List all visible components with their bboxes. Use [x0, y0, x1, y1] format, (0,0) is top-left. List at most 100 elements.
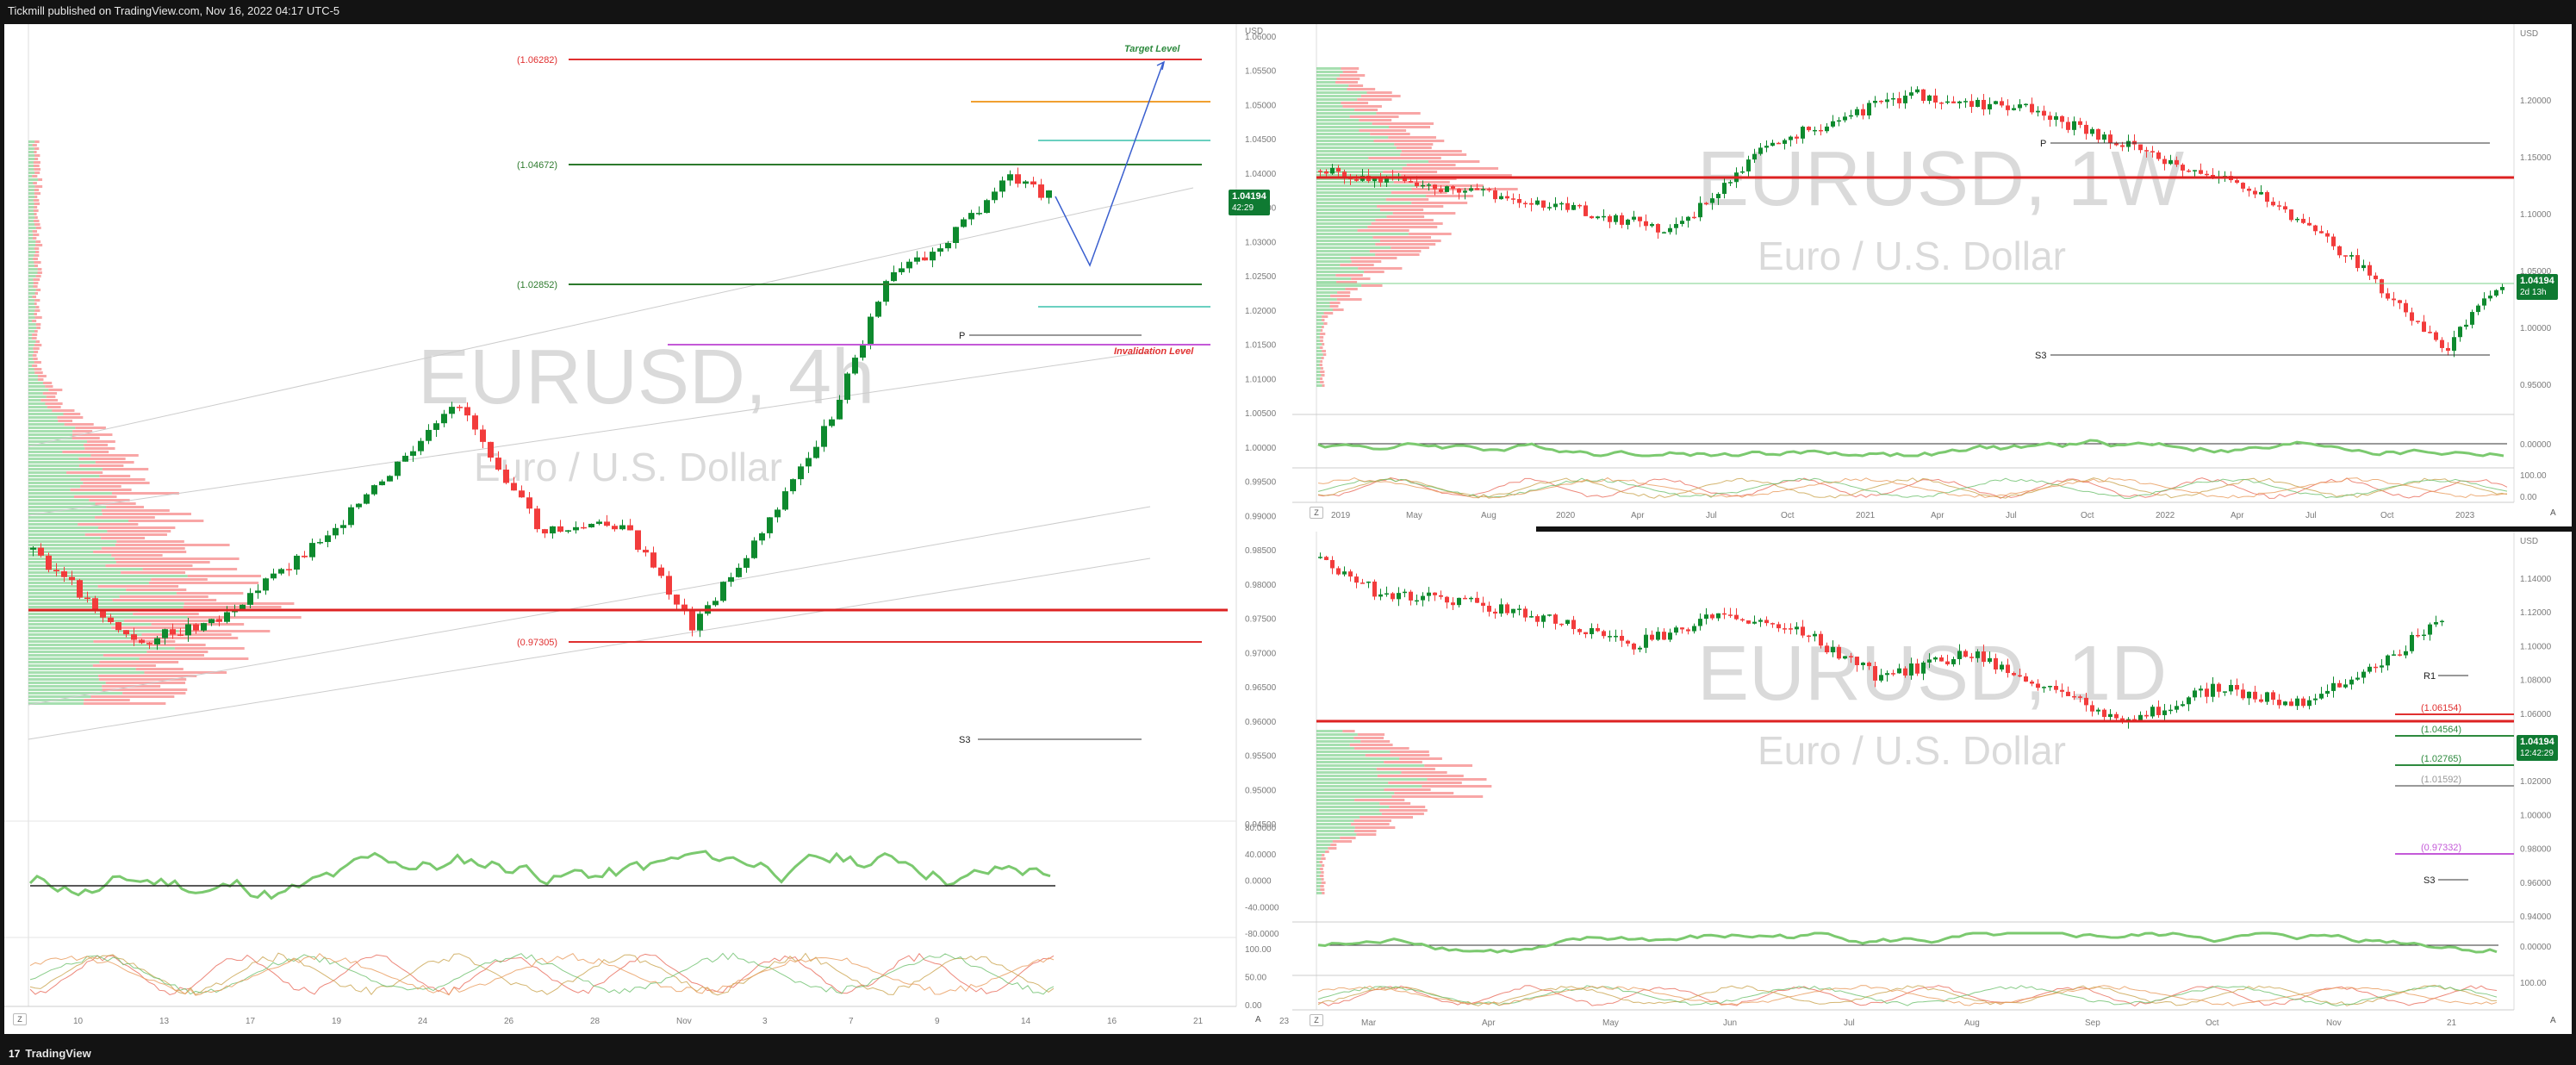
candle-body: [2138, 144, 2143, 151]
volume-profile-down: [34, 371, 43, 374]
candle-body: [697, 613, 703, 631]
candle-body: [1493, 190, 1497, 200]
auto-scale-button-1d[interactable]: A: [2550, 1016, 2556, 1025]
candle-body: [1801, 626, 1805, 636]
candle-body: [1644, 221, 1648, 227]
volume-profile-up: [1316, 212, 1393, 215]
chart-pane-1w[interactable]: EURUSD, 1W Euro / U.S. Dollar P S3 1.20000 1.…: [1292, 24, 2572, 526]
volume-profile-down: [1370, 133, 1410, 135]
volume-profile-down: [70, 489, 132, 491]
chart-canvas-1w[interactable]: EURUSD, 1W Euro / U.S. Dollar P S3 1.20000 1.…: [1292, 24, 2572, 526]
volume-profile-down: [1320, 885, 1324, 888]
volume-profile-up: [1316, 308, 1334, 311]
price-axis-label: 0.98000: [1245, 581, 1277, 590]
volume-profile-down: [34, 361, 41, 364]
candle-body: [1378, 594, 1383, 597]
candle-body: [1982, 99, 1986, 109]
volume-profile-down: [1375, 219, 1434, 221]
candle-body: [1662, 632, 1666, 640]
candle-body: [1626, 640, 1630, 644]
time-axis-label: Aug: [1964, 1018, 1980, 1028]
volume-profile-up: [1316, 364, 1320, 366]
volume-profile-up: [1316, 67, 1341, 70]
volume-profile-down: [33, 209, 39, 212]
volume-profile-up: [1316, 233, 1409, 235]
candle-body: [2096, 709, 2100, 712]
volume-profile-down: [144, 671, 227, 674]
candle-body: [1957, 101, 1962, 103]
candle-body: [813, 446, 819, 458]
candle-body: [53, 570, 59, 571]
candle-body: [2434, 332, 2438, 340]
candle-body: [1038, 184, 1044, 198]
volume-profile-down: [1322, 326, 1324, 328]
volume-profile-up: [28, 354, 33, 357]
candle-body: [1638, 216, 1642, 221]
volume-profile-up: [1316, 353, 1323, 356]
volume-profile-up: [1316, 730, 1343, 732]
candle-body: [1686, 629, 1690, 632]
volume-profile-up: [28, 309, 35, 312]
candle-body: [1632, 216, 1636, 220]
candle-body: [1897, 668, 1901, 674]
candle-body: [1372, 581, 1377, 597]
tradingview-brand[interactable]: 17 TradingView: [9, 1047, 91, 1060]
chart-canvas-1d[interactable]: EURUSD, 1D Euro / U.S. Dollar (1.06154) (1.…: [1292, 532, 2572, 1034]
candle-body: [2392, 298, 2396, 301]
candle-body: [216, 619, 222, 622]
zoom-button-1d[interactable]: Z: [1310, 1014, 1323, 1026]
auto-scale-button-1w[interactable]: A: [2550, 508, 2556, 518]
candle-body: [1632, 643, 1636, 650]
auto-scale-button[interactable]: A: [1255, 1015, 1261, 1025]
candle-body: [1674, 627, 1678, 633]
candle-body: [2030, 681, 2034, 684]
volume-profile-down: [1342, 71, 1358, 73]
candle-body: [2331, 682, 2336, 691]
zoom-button-1w[interactable]: Z: [1310, 507, 1323, 519]
volume-profile-up: [1316, 823, 1352, 825]
volume-profile-up: [28, 575, 188, 577]
volume-profile-up: [28, 430, 73, 433]
volume-profile-down: [33, 278, 40, 281]
candle-body: [1336, 167, 1341, 172]
time-axis-label: 24: [418, 1017, 428, 1026]
volume-profile-up: [28, 175, 33, 178]
candle-body: [519, 490, 525, 498]
volume-profile-down: [105, 564, 193, 567]
candle-body: [1855, 657, 1859, 665]
volume-profile-up: [28, 437, 72, 439]
volume-profile-up: [28, 213, 34, 215]
candle-body: [1541, 200, 1546, 208]
candle-body: [2054, 115, 2058, 121]
volume-profile-up: [1316, 84, 1349, 87]
volume-profile-down: [32, 237, 37, 240]
candle-body: [976, 213, 982, 215]
zoom-button[interactable]: Z: [13, 1013, 27, 1025]
volume-profile-down: [1367, 226, 1438, 228]
volume-profile-up: [1316, 171, 1384, 173]
candle-body: [2361, 671, 2366, 678]
candle-body: [1976, 99, 1980, 107]
volume-profile-up: [1316, 333, 1321, 335]
volume-profile-up: [28, 599, 113, 601]
chart-pane-4h[interactable]: EURUSD, 4h Euro / U.S. Dollar (1.06282) (1.…: [4, 24, 1536, 1034]
volume-profile-down: [34, 213, 37, 215]
price-axis-label: 0.95000: [2520, 381, 2552, 390]
volume-profile-up: [28, 199, 34, 202]
candle-body: [2398, 654, 2402, 656]
candle-body: [2386, 293, 2390, 299]
chart-canvas-4h[interactable]: EURUSD, 4h Euro / U.S. Dollar (1.06282) (1.…: [4, 24, 1536, 1034]
candle-body: [2096, 128, 2100, 140]
candle-body: [100, 611, 106, 618]
volume-profile-up: [1316, 146, 1397, 149]
candle-body: [1445, 186, 1449, 192]
candle-body: [744, 557, 750, 568]
volume-profile-down: [35, 306, 40, 308]
volume-profile-down: [135, 668, 184, 670]
candle-body: [2120, 145, 2125, 147]
candle-body: [1535, 616, 1540, 622]
chart-pane-1d[interactable]: EURUSD, 1D Euro / U.S. Dollar (1.06154) (1.…: [1292, 532, 2572, 1034]
volume-profile-up: [28, 592, 177, 595]
volume-profile-down: [63, 413, 81, 415]
